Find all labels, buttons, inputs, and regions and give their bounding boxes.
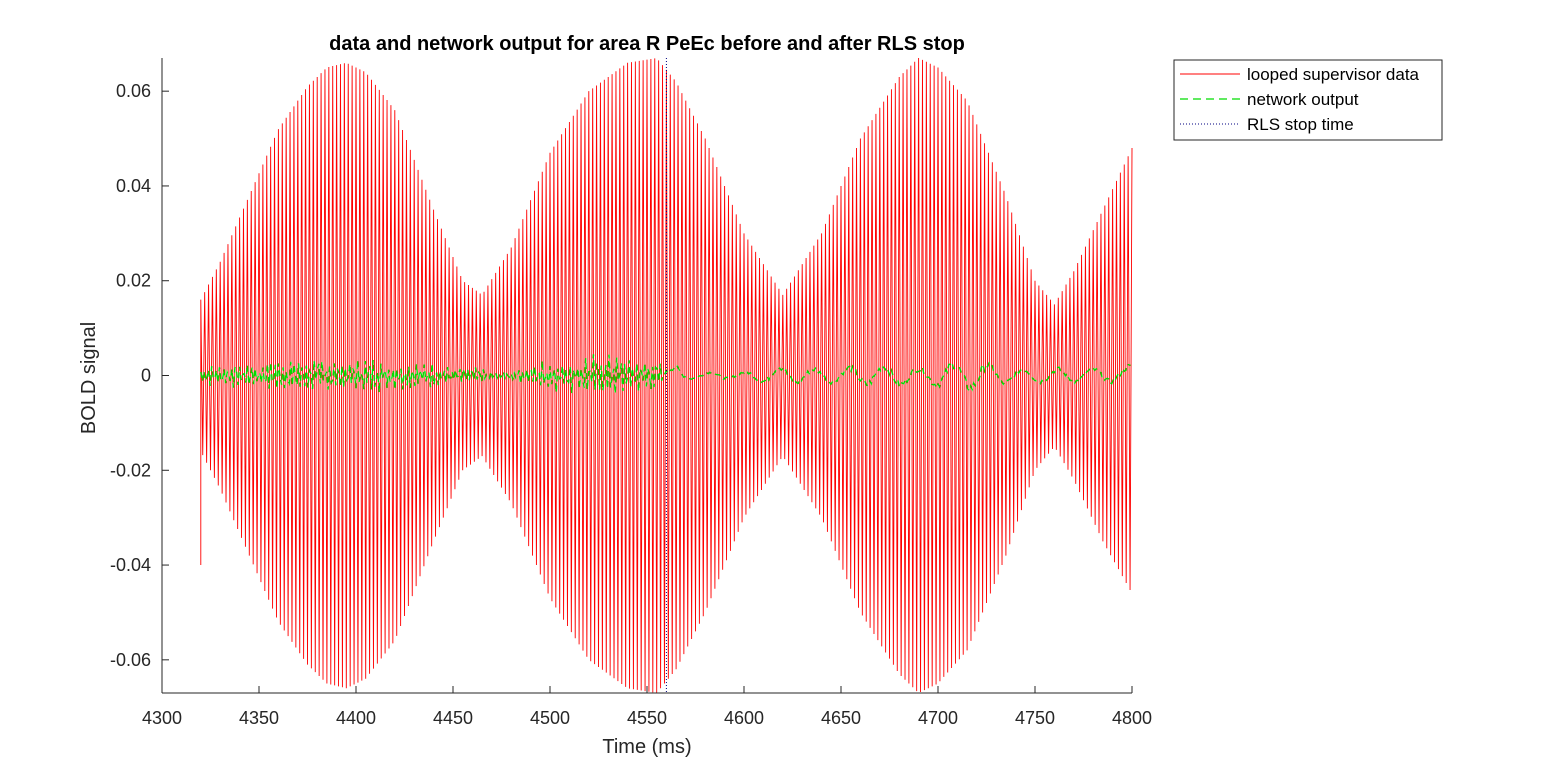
y-tick-label: -0.04 — [110, 555, 151, 575]
y-axis-label: BOLD signal — [78, 322, 100, 434]
x-tick-label: 4550 — [627, 708, 667, 728]
y-axis-ticks: -0.06 -0.04 -0.02 0 0.02 0.04 0.06 — [110, 81, 169, 670]
y-tick-label: 0.04 — [116, 176, 151, 196]
x-tick-label: 4600 — [724, 708, 764, 728]
y-tick-label: 0.02 — [116, 271, 151, 291]
legend-label-rls-stop: RLS stop time — [1247, 115, 1354, 134]
data-layer — [200, 57, 1133, 694]
series-network-output-line — [200, 354, 1131, 394]
x-axis-label: Time (ms) — [602, 736, 691, 758]
x-axis-ticks: 4300 4350 4400 4450 4500 4550 4600 4650 4700 4750… — [142, 686, 1152, 728]
series-supervisor-line — [200, 57, 1133, 694]
legend-box — [1173, 59, 1443, 141]
x-tick-label: 4800 — [1112, 708, 1152, 728]
y-tick-label: 0 — [141, 366, 151, 386]
x-tick-label: 4700 — [918, 708, 958, 728]
legend-label-supervisor: looped supervisor data — [1247, 65, 1420, 84]
x-tick-label: 4350 — [239, 708, 279, 728]
y-tick-label: 0.06 — [116, 81, 151, 101]
x-tick-label: 4500 — [530, 708, 570, 728]
x-tick-label: 4300 — [142, 708, 182, 728]
x-tick-label: 4750 — [1015, 708, 1055, 728]
y-tick-label: -0.02 — [110, 460, 151, 480]
plot-area — [161, 57, 1133, 694]
chart-title: data and network output for area R PeEc … — [329, 33, 965, 55]
x-tick-label: 4400 — [336, 708, 376, 728]
legend-label-network-output: network output — [1247, 90, 1359, 109]
y-tick-label: -0.06 — [110, 650, 151, 670]
legend: looped supervisor data network output RL… — [1173, 59, 1443, 141]
x-tick-label: 4650 — [821, 708, 861, 728]
x-tick-label: 4450 — [433, 708, 473, 728]
